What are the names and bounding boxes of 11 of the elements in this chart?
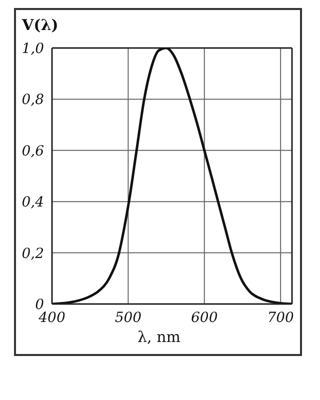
line-series (52, 48, 292, 304)
x-tick-label: 700 (267, 310, 294, 326)
y-tick-label: 1,0 (22, 40, 44, 57)
y-axis-title: V(λ) (22, 16, 58, 34)
y-tick-label: 0,4 (22, 194, 44, 211)
y-tick-label: 0,6 (22, 143, 44, 160)
x-axis-title: λ, nm (136, 328, 182, 346)
y-tick-label: 0,2 (22, 246, 44, 262)
y-tick-label: 0,8 (22, 92, 44, 108)
x-tick-label: 500 (114, 310, 142, 326)
x-tick-label: 600 (191, 310, 218, 326)
